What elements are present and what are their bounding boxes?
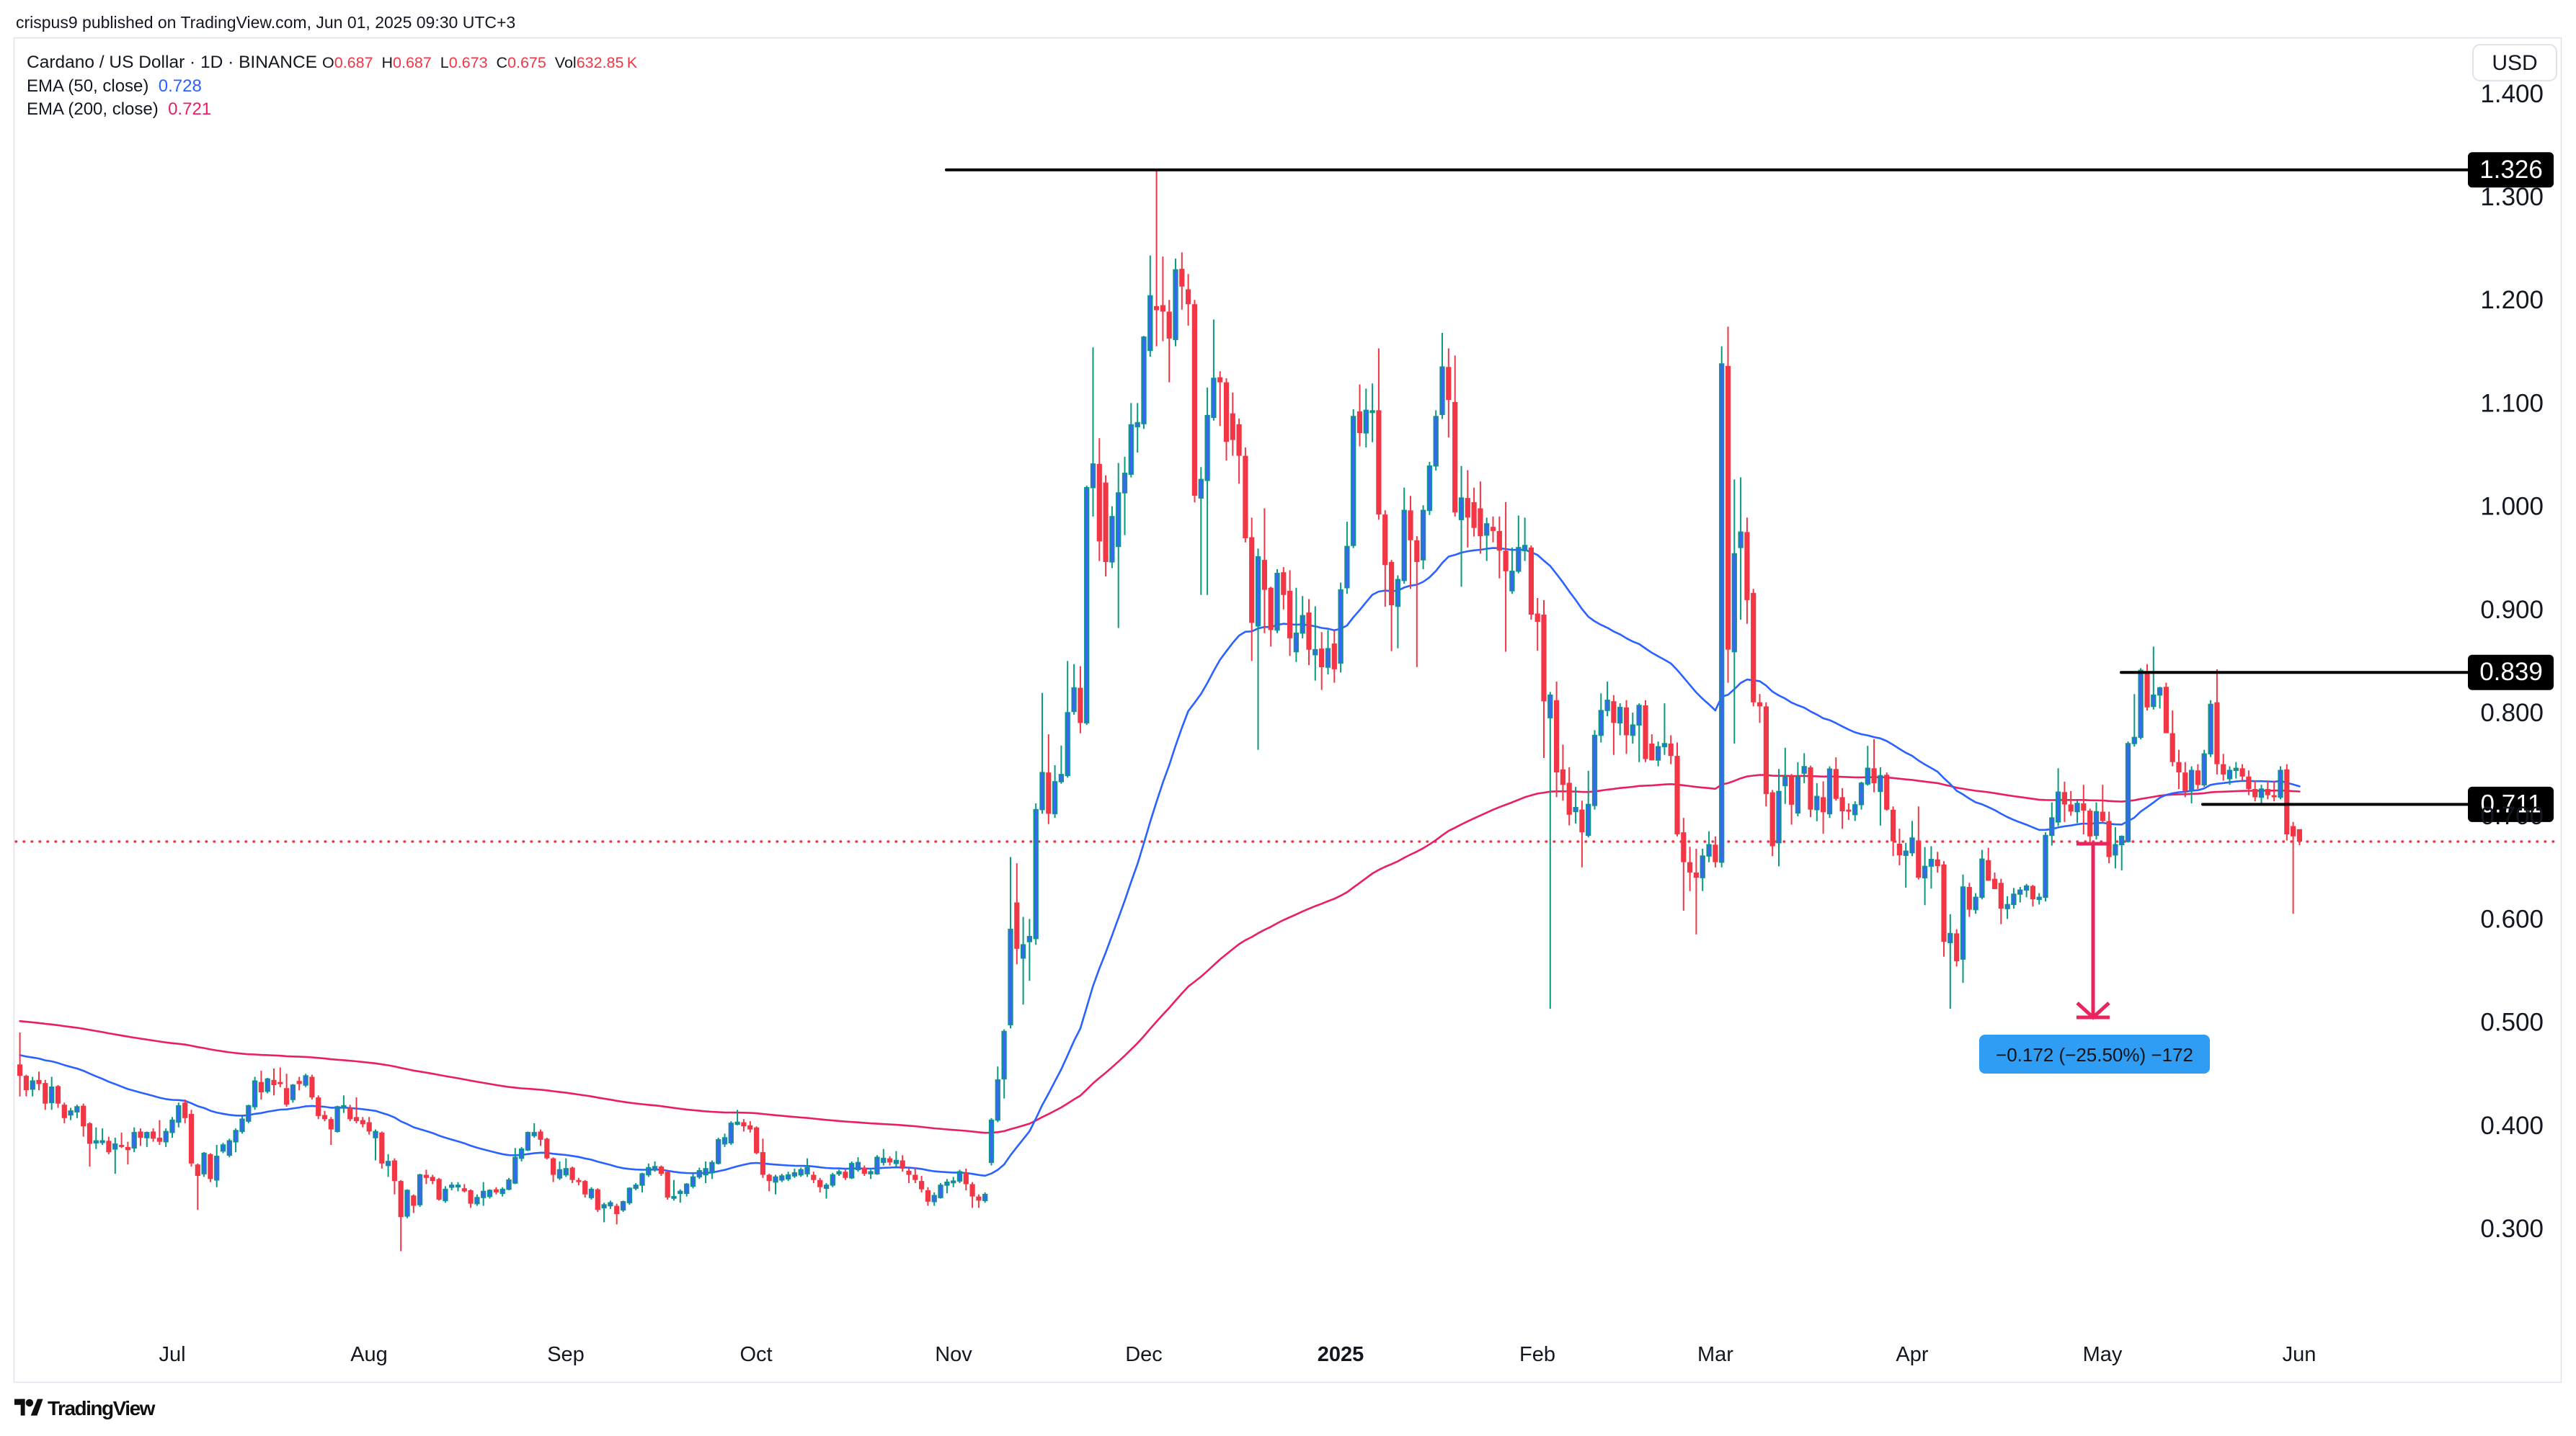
svg-text:Jun: Jun bbox=[2283, 1343, 2317, 1366]
svg-text:TradingView: TradingView bbox=[48, 1397, 156, 1419]
svg-text:0.700: 0.700 bbox=[2480, 802, 2544, 830]
svg-text:0.800: 0.800 bbox=[2480, 699, 2544, 727]
svg-text:1.000: 1.000 bbox=[2480, 493, 2544, 521]
svg-text:0.900: 0.900 bbox=[2480, 596, 2544, 624]
svg-text:0.500: 0.500 bbox=[2480, 1009, 2544, 1037]
svg-text:Feb: Feb bbox=[1519, 1343, 1555, 1366]
svg-text:Aug: Aug bbox=[350, 1343, 388, 1366]
svg-text:Apr: Apr bbox=[1896, 1343, 1928, 1366]
svg-text:0.600: 0.600 bbox=[2480, 905, 2544, 933]
svg-text:EMA (200, close) 0.721: EMA (200, close) 0.721 bbox=[27, 99, 211, 119]
svg-text:Cardano / US Dollar · 1D · BIN: Cardano / US Dollar · 1D · BINANCE bbox=[27, 53, 317, 72]
svg-text:1.100: 1.100 bbox=[2480, 389, 2544, 417]
svg-text:0.300: 0.300 bbox=[2480, 1215, 2544, 1243]
svg-text:0.711: 0.711 bbox=[2481, 790, 2542, 818]
svg-text:Oct: Oct bbox=[740, 1343, 772, 1366]
svg-text:2025: 2025 bbox=[1318, 1343, 1364, 1366]
svg-text:0.400: 0.400 bbox=[2480, 1112, 2544, 1140]
svg-text:−0.172 (−25.50%) −172: −0.172 (−25.50%) −172 bbox=[1996, 1044, 2193, 1066]
svg-text:Dec: Dec bbox=[1125, 1343, 1163, 1366]
svg-text:USD: USD bbox=[2492, 51, 2537, 75]
svg-text:1.300: 1.300 bbox=[2480, 183, 2544, 211]
svg-text:1.326: 1.326 bbox=[2479, 156, 2543, 184]
svg-text:Nov: Nov bbox=[935, 1343, 972, 1366]
svg-text:Mar: Mar bbox=[1697, 1343, 1733, 1366]
svg-text:Jul: Jul bbox=[159, 1343, 185, 1366]
svg-text:EMA (50, close) 0.728: EMA (50, close) 0.728 bbox=[27, 76, 202, 96]
svg-text:May: May bbox=[2083, 1343, 2123, 1366]
svg-text:Sep: Sep bbox=[547, 1343, 585, 1366]
svg-text:O0.687 H0.687 L0.673 C0.675: O0.687 H0.687 L0.673 C0.675 Vol632.85 K bbox=[322, 54, 638, 71]
svg-text:0.839: 0.839 bbox=[2479, 658, 2543, 686]
svg-text:crispus9 published on TradingV: crispus9 published on TradingView.com, J… bbox=[16, 13, 515, 32]
svg-text:1.200: 1.200 bbox=[2480, 286, 2544, 314]
svg-text:1.400: 1.400 bbox=[2480, 80, 2544, 108]
